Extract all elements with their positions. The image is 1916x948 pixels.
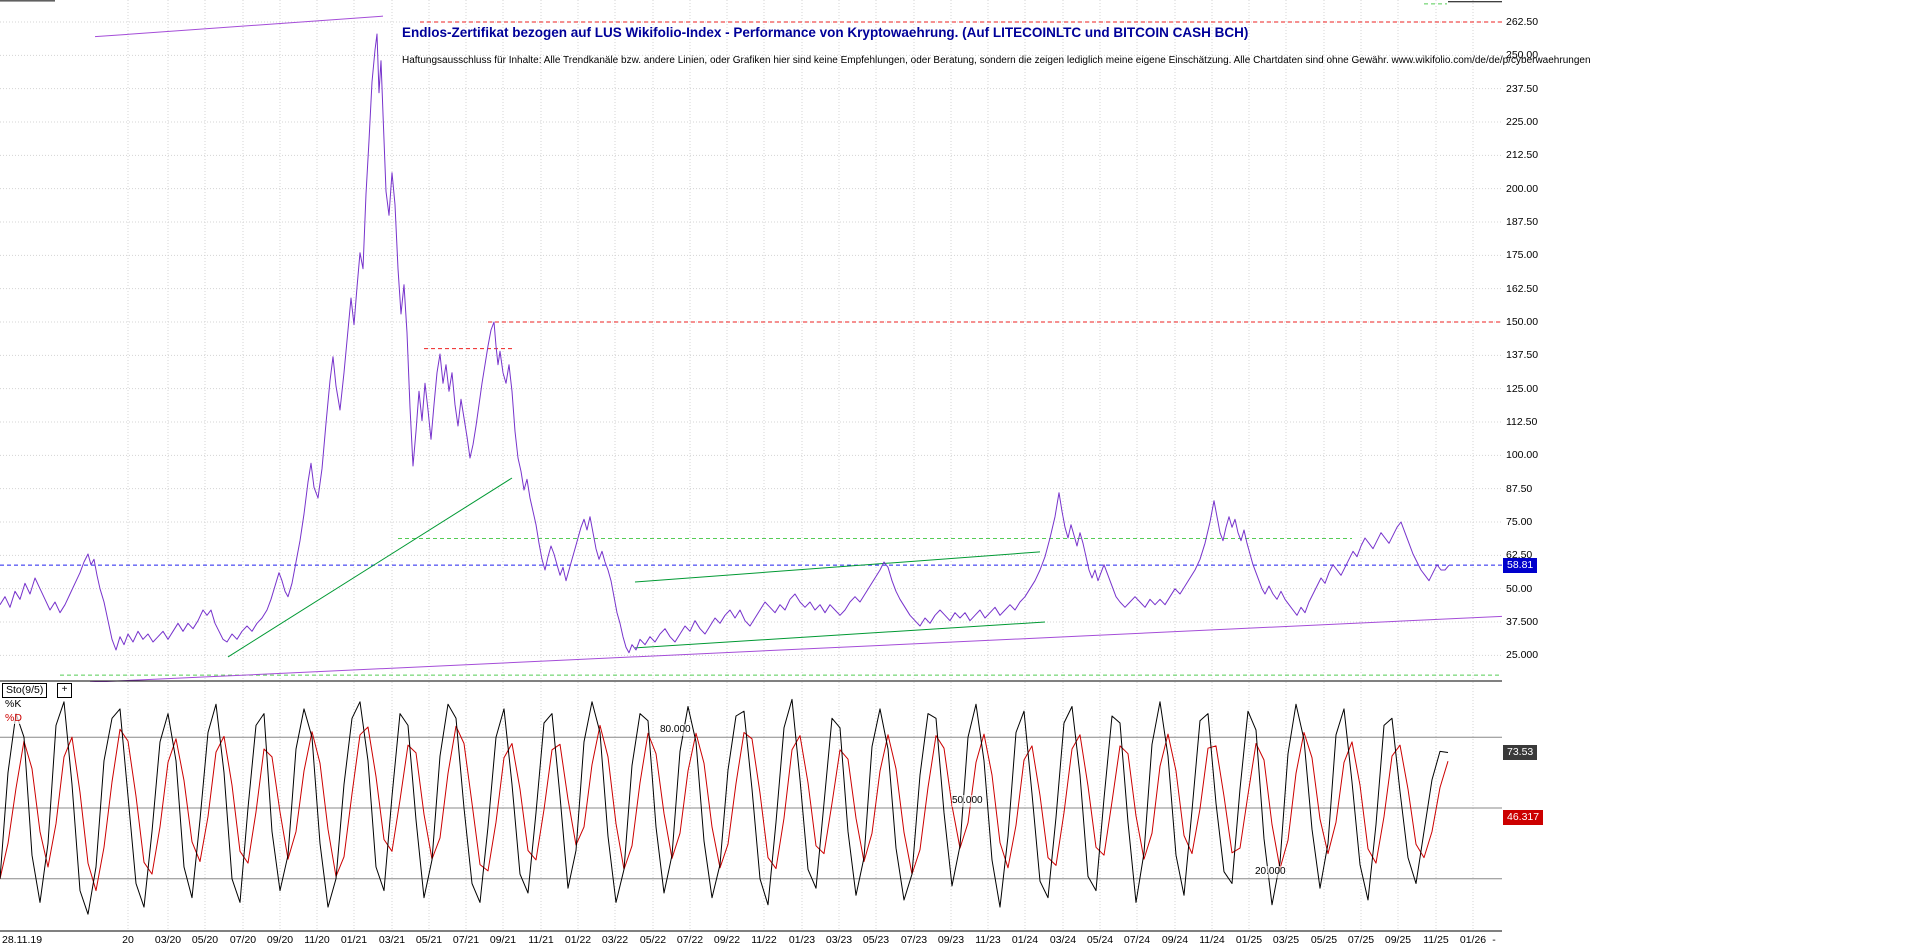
date-tick-label: 07/25 bbox=[1347, 934, 1375, 946]
date-tick-label: 09/25 bbox=[1384, 934, 1412, 946]
price-tick-label: 37.500 bbox=[1506, 616, 1539, 628]
price-tick-label: 137.50 bbox=[1506, 349, 1539, 362]
current-price-tag: 58.81 bbox=[1503, 558, 1538, 574]
stoch-d-legend-label: %D bbox=[4, 712, 23, 724]
price-tick-label: 125.00 bbox=[1506, 382, 1539, 395]
date-tick-label: 01/23 bbox=[788, 934, 816, 946]
date-tick-label: 05/25 bbox=[1310, 934, 1338, 946]
date-tick-label: 01/25 bbox=[1235, 934, 1263, 946]
date-tick-label: 03/21 bbox=[378, 934, 406, 946]
trend-support-upper-2022-2024 bbox=[634, 551, 1041, 583]
date-tick-label: 07/21 bbox=[452, 934, 480, 946]
price-tick-label: 212.50 bbox=[1506, 149, 1539, 162]
date-tick-label: 03/20 bbox=[154, 934, 182, 946]
price-tick-label: 200.00 bbox=[1506, 182, 1539, 195]
date-tick-label: 11/24 bbox=[1199, 934, 1225, 946]
date-tick-label: 03/24 bbox=[1049, 934, 1077, 946]
stoch-level-label: 20.000 bbox=[1255, 865, 1286, 878]
stoch-k-legend-label: %K bbox=[4, 698, 23, 710]
trend-lower-channel bbox=[89, 615, 1502, 682]
date-tick-label: 07/22 bbox=[676, 934, 704, 946]
date-tick-label: 09/23 bbox=[937, 934, 965, 946]
date-tick-label: 05/24 bbox=[1086, 934, 1114, 946]
price-tick-label: 112.50 bbox=[1506, 416, 1538, 428]
date-tick-label: 03/23 bbox=[825, 934, 853, 946]
stoch-d-value-tag: 46.317 bbox=[1503, 809, 1544, 825]
date-tick-label: 01/26 bbox=[1459, 934, 1487, 946]
date-tick-label: 05/23 bbox=[862, 934, 890, 946]
date-tick-label: 01/21 bbox=[340, 934, 368, 946]
price-tick-label: 250.00 bbox=[1506, 49, 1539, 62]
price-tick-label: 87.50 bbox=[1506, 482, 1533, 495]
date-tick-label: 11/21 bbox=[528, 934, 554, 946]
stoch-level-label: 50.000 bbox=[952, 795, 983, 807]
price-tick-label: 162.50 bbox=[1506, 282, 1539, 295]
date-tick-label: 09/24 bbox=[1161, 934, 1189, 946]
trend-support-2020-2021 bbox=[227, 477, 513, 658]
chart-title: Endlos-Zertifikat bezogen auf LUS Wikifo… bbox=[402, 25, 1249, 40]
date-tick-label: 11/23 bbox=[975, 934, 1001, 946]
date-tick-label: 05/20 bbox=[191, 934, 219, 946]
stoch-d-line bbox=[0, 724, 1449, 892]
stochastic-canvas bbox=[0, 682, 1502, 932]
stoch-k-value-tag: 73.53 bbox=[1503, 745, 1538, 761]
date-tick-label: 03/22 bbox=[601, 934, 629, 946]
price-tick-label: 262.50 bbox=[1506, 16, 1539, 28]
price-tick-label: 175.00 bbox=[1506, 249, 1539, 262]
price-tick-label: 25.000 bbox=[1506, 649, 1539, 662]
price-tick-label: 237.50 bbox=[1506, 82, 1539, 95]
stoch-k-line bbox=[0, 698, 1449, 915]
date-tick-label: 05/22 bbox=[639, 934, 667, 946]
date-tick-label: 07/23 bbox=[900, 934, 928, 946]
price-tick-label: 62.50 bbox=[1506, 549, 1533, 562]
date-tick-label: 28.11.19 bbox=[2, 934, 43, 946]
date-tick-label: 11/22 bbox=[751, 934, 777, 946]
price-tick-label: 75.00 bbox=[1506, 516, 1533, 528]
trend-support-lower-2022-2024 bbox=[634, 621, 1046, 649]
date-tick-label: 11/25 bbox=[1423, 934, 1449, 946]
indicator-name-box[interactable]: Sto(9/5) bbox=[2, 683, 48, 698]
price-tick-label: 187.50 bbox=[1506, 216, 1539, 228]
date-tick-label: 01/22 bbox=[564, 934, 592, 946]
date-tick-label: 05/21 bbox=[415, 934, 443, 946]
chart-disclaimer: Haftungsausschluss für Inhalte: Alle Tre… bbox=[402, 55, 1591, 66]
date-tick-label: 09/22 bbox=[713, 934, 741, 946]
stoch-level-label: 80.000 bbox=[660, 724, 691, 737]
date-tick-label: 09/21 bbox=[489, 934, 517, 946]
date-tick-label: 03/25 bbox=[1272, 934, 1300, 946]
date-tick-label: 20 bbox=[122, 934, 134, 946]
main-chart-canvas bbox=[0, 0, 1502, 682]
date-tick-label: - bbox=[1492, 934, 1496, 946]
date-tick-label: 09/20 bbox=[266, 934, 294, 946]
trend-upper-channel bbox=[94, 15, 384, 38]
indicator-expand-button[interactable]: + bbox=[57, 683, 72, 698]
date-tick-label: 11/20 bbox=[304, 934, 330, 946]
price-tick-label: 50.00 bbox=[1506, 582, 1533, 595]
price-line bbox=[0, 33, 1450, 654]
price-tick-label: 150.00 bbox=[1506, 316, 1539, 328]
date-tick-label: 07/24 bbox=[1123, 934, 1151, 946]
price-tick-label: 100.00 bbox=[1506, 449, 1539, 462]
price-tick-label: 225.00 bbox=[1506, 116, 1539, 128]
date-tick-label: 01/24 bbox=[1011, 934, 1039, 946]
date-tick-label: 07/20 bbox=[229, 934, 257, 946]
